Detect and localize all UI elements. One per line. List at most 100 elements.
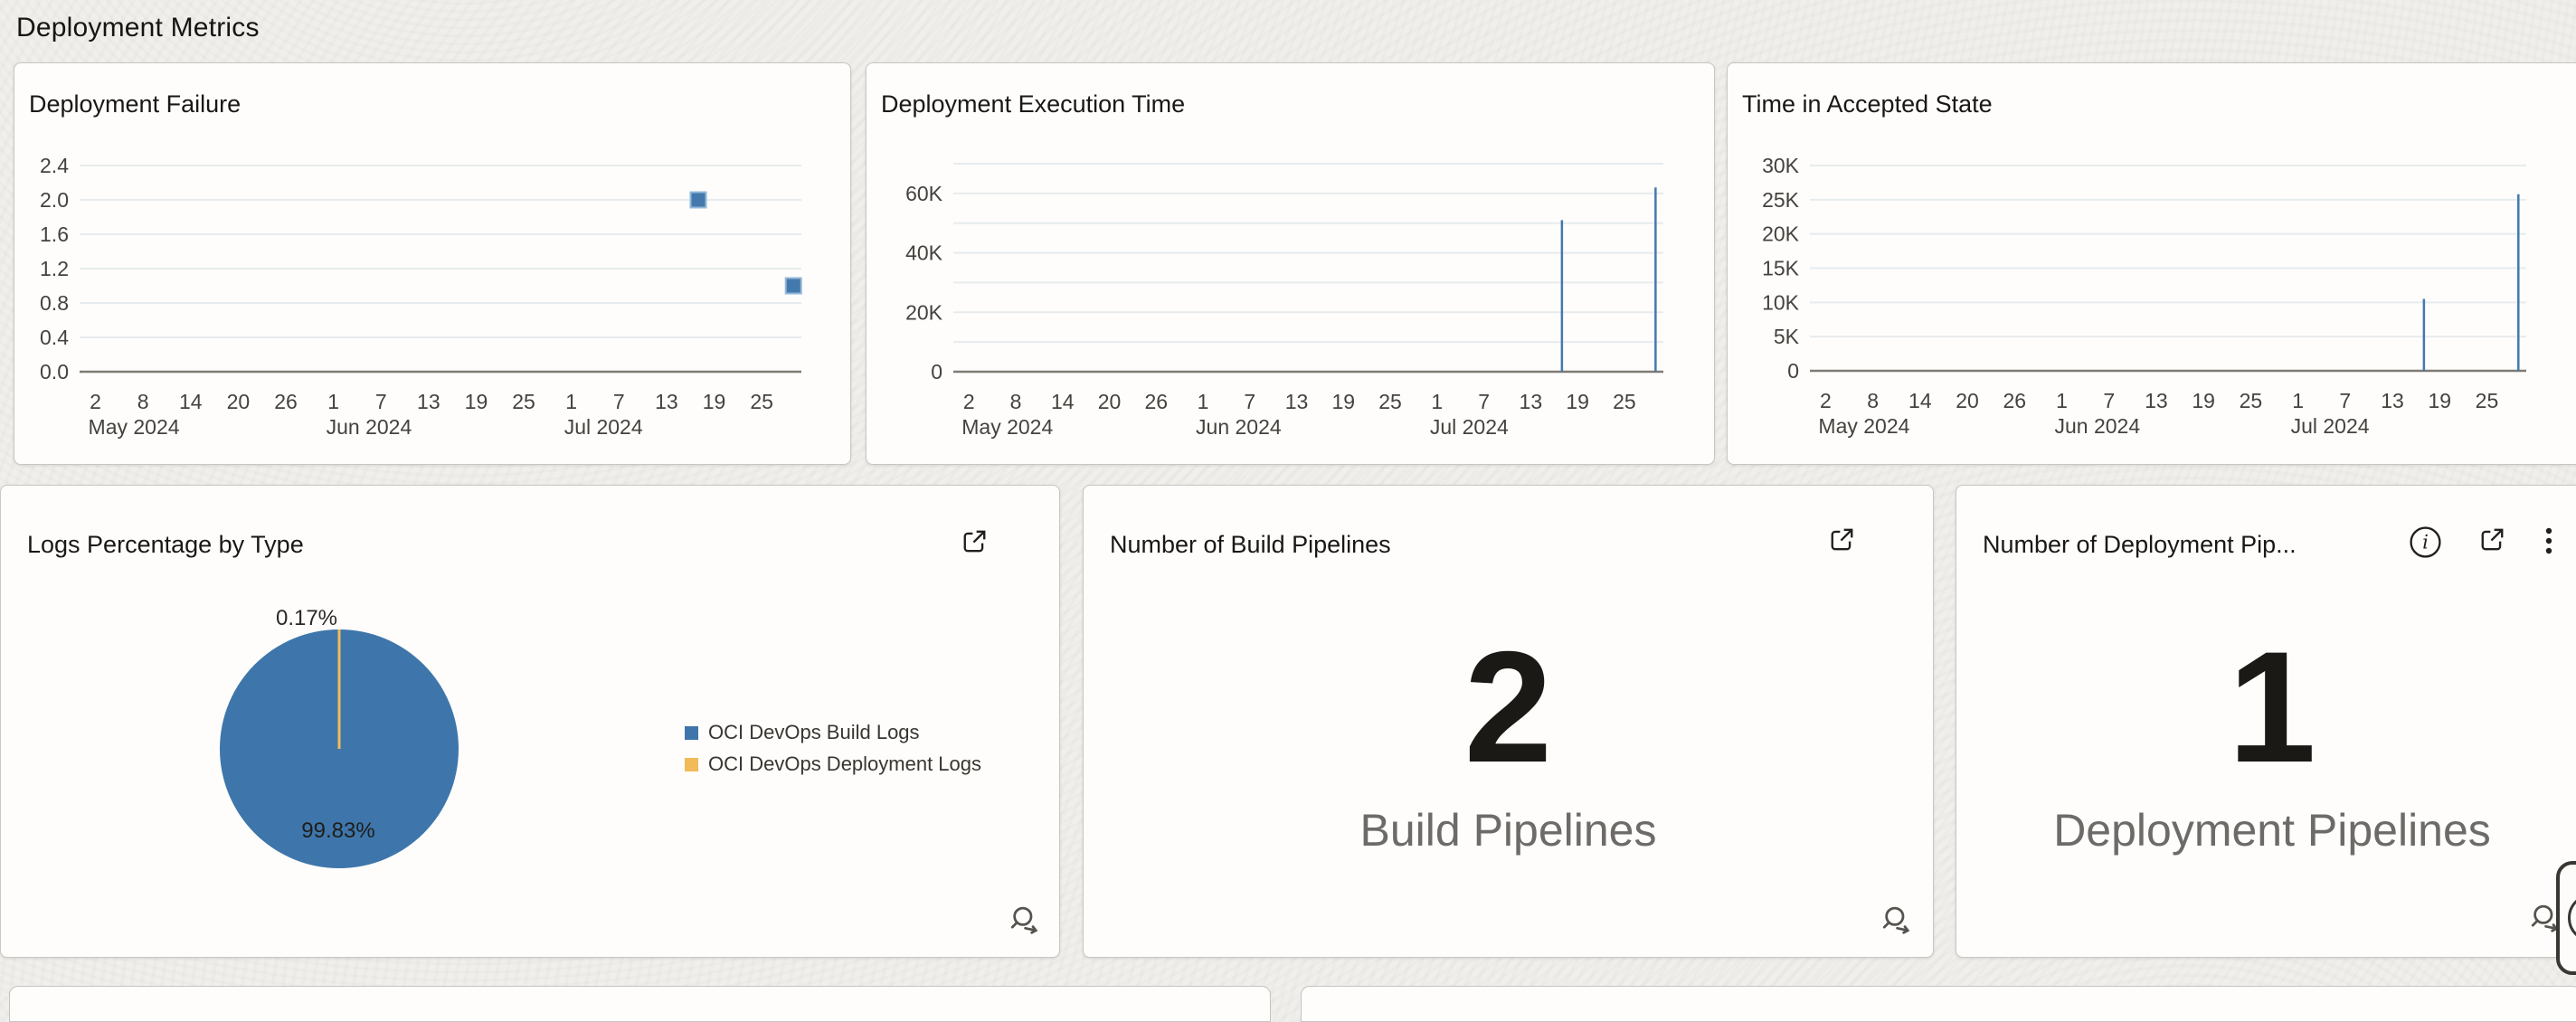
svg-text:0.17%: 0.17% (276, 606, 337, 630)
svg-text:0: 0 (1787, 359, 1799, 383)
svg-text:7: 7 (2339, 389, 2351, 412)
svg-text:7: 7 (613, 390, 625, 413)
svg-text:25: 25 (512, 390, 535, 413)
svg-text:1: 1 (327, 390, 339, 413)
search-arrow-icon[interactable] (1880, 904, 1915, 941)
svg-text:7: 7 (1478, 390, 1490, 413)
svg-text:20K: 20K (1762, 222, 1800, 246)
deployment-failure-chart[interactable]: 0.0 0.4 0.8 1.2 1.6 2.0 2.4 2 8 14 20 26 1 7 13 19 25 1 7 1… (14, 63, 852, 466)
info-icon[interactable]: i (2410, 526, 2441, 561)
legend-label: OCI DevOps Deployment Logs (708, 752, 982, 775)
svg-text:1.2: 1.2 (40, 257, 69, 280)
svg-text:Jul 2024: Jul 2024 (1430, 415, 1509, 439)
svg-text:26: 26 (274, 390, 298, 413)
svg-text:99.83%: 99.83% (301, 819, 374, 843)
svg-text:20K: 20K (905, 300, 943, 324)
svg-text:May 2024: May 2024 (1818, 414, 1909, 438)
svg-text:25: 25 (1613, 390, 1636, 413)
svg-text:1: 1 (2292, 389, 2304, 412)
deployment-pipelines-title: Number of Deployment Pip... (1983, 531, 2297, 558)
svg-text:25: 25 (1378, 390, 1402, 413)
svg-text:25: 25 (750, 390, 773, 413)
card-deployment-failure: Deployment Failure 0.0 0.4 0.8 1.2 1.6 2.0 2.4… (14, 62, 851, 465)
open-in-new-icon[interactable] (961, 528, 988, 557)
svg-text:7: 7 (2103, 389, 2115, 412)
svg-text:14: 14 (179, 390, 203, 413)
card-logs-percentage: Logs Percentage by Type 0.17% 99.83% OCI … (0, 485, 1060, 958)
svg-text:60K: 60K (905, 182, 943, 205)
svg-text:25K: 25K (1762, 188, 1800, 212)
time-in-accepted-state-title: Time in Accepted State (1742, 90, 1993, 118)
svg-text:14: 14 (1908, 389, 1932, 412)
svg-text:0.8: 0.8 (40, 291, 69, 315)
legend-swatch (685, 725, 698, 740)
svg-text:13: 13 (655, 390, 678, 413)
svg-text:0.0: 0.0 (40, 360, 69, 383)
svg-text:0: 0 (931, 360, 942, 383)
card-deployment-execution-time: Deployment Execution Time 0 20K 40K 60K 2 8 14… (866, 62, 1715, 465)
svg-text:Jun 2024: Jun 2024 (1196, 415, 1282, 439)
svg-text:7: 7 (375, 390, 387, 413)
svg-text:2.0: 2.0 (40, 188, 69, 212)
svg-text:40K: 40K (905, 241, 943, 265)
svg-text:13: 13 (2381, 389, 2404, 412)
svg-text:19: 19 (2192, 389, 2215, 412)
open-in-new-icon[interactable] (2479, 526, 2505, 555)
svg-text:2: 2 (963, 390, 975, 413)
build-pipelines-title: Number of Build Pipelines (1110, 531, 1391, 558)
deployment-execution-time-chart[interactable]: 0 20K 40K 60K 2 8 14 20 26 1 7 13 19 25 1 7 13 19 25 May 20… (867, 63, 1716, 466)
build-pipelines-label: Build Pipelines (1359, 805, 1657, 856)
svg-text:26: 26 (1144, 390, 1168, 413)
build-pipelines-count: 2 (1463, 620, 1553, 796)
svg-text:13: 13 (1285, 390, 1309, 413)
svg-text:2.4: 2.4 (40, 154, 69, 177)
legend-item: OCI DevOps Deployment Logs (685, 752, 982, 775)
card-deployment-pipelines: Number of Deployment Pip... i 1 Deployme… (1956, 485, 2576, 958)
svg-text:8: 8 (1867, 389, 1879, 412)
svg-text:20: 20 (1956, 389, 1979, 412)
svg-text:May 2024: May 2024 (961, 415, 1053, 439)
legend-item: OCI DevOps Build Logs (685, 721, 981, 743)
svg-text:10K: 10K (1762, 290, 1800, 314)
logs-percentage-pie-chart[interactable]: 0.17% 99.83% (1, 486, 1061, 959)
svg-text:Jun 2024: Jun 2024 (2055, 414, 2141, 438)
svg-text:26: 26 (2003, 389, 2026, 412)
partial-card-bottom-left (9, 986, 1271, 1022)
svg-text:2: 2 (1820, 389, 1832, 412)
svg-text:20: 20 (227, 390, 251, 413)
svg-text:7: 7 (1244, 390, 1255, 413)
svg-text:Jul 2024: Jul 2024 (2291, 414, 2370, 438)
svg-text:Jul 2024: Jul 2024 (564, 415, 643, 439)
svg-text:1: 1 (565, 390, 577, 413)
kebab-menu-icon[interactable] (2543, 526, 2555, 558)
floating-help-widget[interactable] (2556, 861, 2576, 975)
svg-text:19: 19 (2428, 389, 2451, 412)
svg-text:13: 13 (417, 390, 440, 413)
svg-text:Jun 2024: Jun 2024 (327, 415, 412, 439)
svg-text:5K: 5K (1774, 325, 1800, 348)
deployment-pipelines-label: Deployment Pipelines (2053, 805, 2491, 856)
svg-text:1: 1 (2056, 389, 2068, 412)
deployment-execution-time-title: Deployment Execution Time (881, 90, 1186, 118)
deployment-pipelines-count: 1 (2228, 620, 2316, 796)
svg-text:19: 19 (703, 390, 726, 413)
help-widget-circle-icon (2568, 894, 2576, 942)
svg-text:0.4: 0.4 (40, 326, 69, 349)
deployment-failure-title: Deployment Failure (29, 90, 242, 118)
svg-text:1.6: 1.6 (40, 222, 69, 246)
svg-text:8: 8 (137, 390, 149, 413)
logs-percentage-title: Logs Percentage by Type (27, 531, 304, 558)
open-in-new-icon[interactable] (1829, 526, 1855, 555)
partial-card-bottom-right (1301, 986, 2576, 1022)
svg-text:25: 25 (2240, 389, 2263, 412)
svg-text:1: 1 (1198, 390, 1209, 413)
time-in-accepted-state-chart[interactable]: 0 5K 10K 15K 20K 25K 30K 2 8 14 20 26 1 7 13 19 25 1 7 13 19… (1728, 63, 2576, 466)
svg-text:15K: 15K (1762, 257, 1800, 280)
svg-text:i: i (2422, 531, 2429, 554)
svg-text:25: 25 (2476, 389, 2499, 412)
svg-text:1: 1 (1431, 390, 1443, 413)
search-arrow-icon[interactable] (1009, 904, 1043, 941)
legend-label: OCI DevOps Build Logs (708, 721, 920, 743)
svg-text:8: 8 (1010, 390, 1022, 413)
svg-text:2: 2 (90, 390, 101, 413)
